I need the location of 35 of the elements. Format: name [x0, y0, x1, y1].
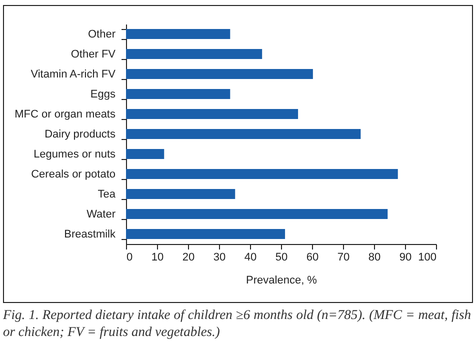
bar	[126, 89, 230, 99]
x-tick-label: 0	[126, 252, 133, 264]
x-tick-label: 60	[306, 252, 319, 264]
bar	[126, 129, 361, 139]
caption: Fig. 1. Reported dietary intake of children ≥6 months old (n=785). (MFC = meat, fish or chicken; FV = fruits and vegetables.)	[3, 306, 471, 340]
bar	[126, 189, 236, 199]
x-tick-label: 30	[213, 252, 226, 264]
bar	[126, 229, 286, 239]
y-tick-label: Other FV	[70, 48, 116, 60]
bar	[126, 49, 262, 59]
bar	[126, 29, 230, 39]
x-tick-label: 100	[418, 252, 436, 264]
y-tick-label: Vitamin A-rich FV	[30, 68, 116, 80]
y-tick-label: Water	[86, 208, 116, 220]
x-tick-label: 90	[399, 252, 412, 264]
x-tick-label: 40	[244, 252, 257, 264]
y-tick-label: Cereals or potato	[31, 168, 116, 180]
x-tick-label: 20	[182, 252, 195, 264]
y-tick-label: Breastmilk	[64, 228, 116, 240]
x-axis-title: Prevalence, %	[246, 274, 318, 286]
y-tick-label: Dairy products	[44, 128, 116, 140]
bar	[126, 169, 398, 179]
x-tick-label: 50	[275, 252, 288, 264]
y-tick-label: MFC or organ meats	[14, 108, 116, 120]
x-tick-label: 70	[337, 252, 350, 264]
bar	[126, 209, 388, 219]
bar	[126, 149, 164, 159]
y-tick-label: Eggs	[90, 88, 116, 100]
x-tick-label: 10	[151, 252, 164, 264]
y-tick-label: Tea	[98, 188, 116, 200]
x-tick-label: 80	[368, 252, 381, 264]
bar	[126, 109, 298, 119]
bar	[126, 69, 313, 79]
y-tick-label: Other	[88, 28, 116, 40]
y-tick-label: Legumes or nuts	[34, 148, 116, 160]
